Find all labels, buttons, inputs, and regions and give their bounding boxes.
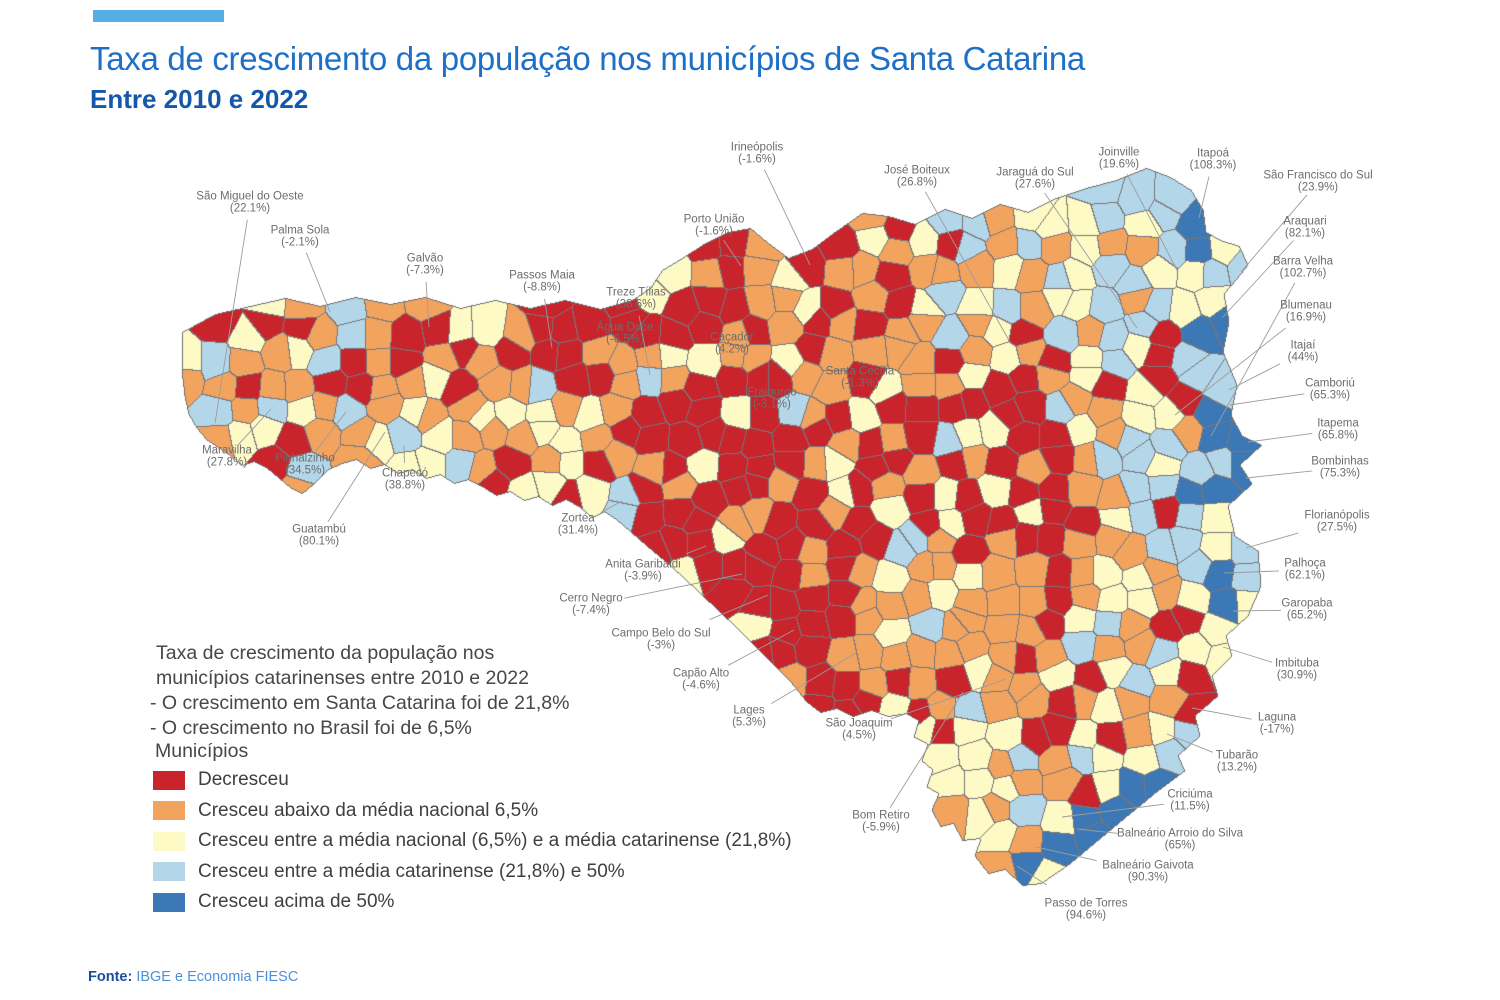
municipality-label: Barra Velha (102.7%) [1272, 255, 1334, 280]
legend-label: Cresceu acima de 50% [198, 891, 395, 913]
map-note: Taxa de crescimento da população nos mun… [150, 641, 569, 741]
legend-label: Cresceu entre a média nacional (6,5%) e … [198, 830, 792, 852]
municipality-label: Itajaí (44%) [1287, 339, 1319, 364]
note-line: - O crescimento no Brasil foi de 6,5% [150, 717, 472, 739]
municipality-label: Palhoça (62.1%) [1284, 557, 1326, 582]
legend-label: Cresceu abaixo da média nacional 6,5% [198, 799, 539, 821]
legend-label: Decresceu [198, 769, 289, 791]
page-title: Taxa de crescimento da população nos mun… [90, 40, 1085, 77]
legend-swatch-acima-50 [153, 892, 185, 912]
legend-item: Cresceu acima de 50% [153, 887, 792, 918]
legend-swatch-decresceu [153, 770, 185, 790]
legend-heading: Municípios [155, 740, 249, 762]
municipality-label: Garopaba (65.2%) [1281, 597, 1333, 622]
legend-item: Cresceu entre a média nacional (6,5%) e … [153, 826, 792, 857]
municipality-label: Bombinhas (75.3%) [1311, 455, 1369, 480]
legend-item: Cresceu abaixo da média nacional 6,5% [153, 796, 792, 827]
legend-swatch-acima-catarinense [153, 862, 185, 882]
legend-label: Cresceu entre a média catarinense (21,8%… [198, 860, 625, 882]
legend-item: Cresceu entre a média catarinense (21,8%… [153, 857, 792, 888]
source-footer: Fonte: IBGE e Economia FIESC [88, 969, 298, 985]
municipality-label: Itapema (65.8%) [1317, 417, 1359, 442]
accent-bar [93, 10, 224, 22]
legend-item: Decresceu [153, 765, 792, 796]
municipality-label: Imbituba (30.9%) [1274, 657, 1320, 682]
municipality-label: Blumenau (16.9%) [1280, 299, 1332, 324]
municipality-label: Camboriú (65.3%) [1305, 377, 1355, 402]
municipality-label: Florianópolis (27.5%) [1304, 509, 1370, 534]
note-line: - O crescimento em Santa Catarina foi de… [150, 692, 570, 714]
source-text: IBGE e Economia FIESC [136, 969, 299, 985]
note-line: municípios catarinenses entre 2010 e 202… [156, 667, 529, 689]
municipality-label: Araquari (82.1%) [1283, 215, 1327, 240]
legend-swatch-entre-medias [153, 831, 185, 851]
page-subtitle: Entre 2010 e 2022 [90, 84, 309, 114]
source-label: Fonte: [88, 969, 133, 985]
legend-swatch-abaixo-media-nacional [153, 801, 185, 821]
legend: Decresceu Cresceu abaixo da média nacion… [153, 765, 792, 918]
note-line: Taxa de crescimento da população nos [156, 642, 495, 664]
